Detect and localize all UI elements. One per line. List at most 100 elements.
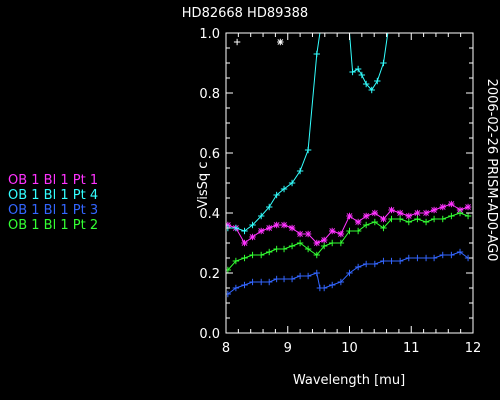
marker-stroke (405, 213, 412, 219)
plus-marker (329, 281, 336, 289)
plus-marker (337, 239, 345, 247)
plus-marker (241, 227, 248, 235)
x-tick-label: 8 (222, 341, 230, 356)
plus-marker (439, 251, 446, 259)
plus-marker (368, 86, 375, 94)
asterisk-marker (288, 224, 296, 232)
plus-marker (296, 272, 304, 280)
plus-marker (232, 257, 240, 265)
plus-marker (405, 218, 412, 226)
plus-marker (273, 275, 280, 283)
plus-marker (226, 290, 232, 298)
marker-stroke (337, 231, 344, 237)
plus-marker (354, 65, 362, 73)
legend-item: OB 1 Bl 1 Pt 3 (8, 203, 98, 218)
asterisk-marker (439, 203, 446, 211)
plus-marker (257, 212, 265, 220)
plus-marker (388, 215, 395, 223)
marker-stroke (305, 231, 312, 237)
axes-layer: 8 9 10 11 12 0.0 0.2 0.4 0.6 0.8 1.0 (199, 27, 481, 356)
marker-stroke (313, 240, 320, 246)
x-tick-label: 10 (341, 341, 358, 356)
plus-marker (371, 260, 379, 268)
plus-marker (273, 245, 280, 253)
asterisk-marker (362, 212, 370, 220)
marker-stroke (355, 219, 362, 225)
plus-marker (266, 248, 273, 256)
marker-stroke (465, 204, 471, 210)
asterisk-marker (371, 209, 379, 217)
y-tick-label: 0.4 (199, 207, 220, 222)
plus-marker (349, 68, 356, 76)
x-tick-label: 9 (284, 341, 292, 356)
marker-stroke (249, 234, 256, 240)
plus-marker (414, 254, 421, 262)
plus-marker (233, 38, 241, 46)
y-tick-label: 0.6 (199, 147, 220, 162)
marker-stroke (414, 210, 421, 216)
plus-marker (320, 284, 328, 292)
plus-marker (388, 257, 395, 265)
plus-marker (422, 218, 430, 226)
plus-marker (232, 284, 240, 292)
plus-marker (226, 266, 232, 274)
plus-marker (266, 278, 273, 286)
plus-marker (439, 215, 446, 223)
marker-stroke (423, 210, 429, 216)
plus-marker (304, 245, 312, 253)
plus-marker (362, 221, 370, 229)
asterisk-marker (249, 233, 256, 241)
plus-marker (257, 278, 265, 286)
plus-marker (380, 224, 387, 232)
marker-stroke (439, 204, 446, 210)
plus-marker (313, 269, 320, 277)
plus-marker (464, 212, 472, 220)
plus-marker (354, 227, 362, 235)
y-tick-label: 0.2 (199, 267, 220, 282)
asterisk-marker (430, 206, 438, 214)
plus-marker (280, 275, 288, 283)
asterisk-marker (329, 227, 336, 235)
plus-marker (296, 239, 304, 247)
plus-marker (288, 275, 296, 283)
plus-marker (358, 71, 366, 79)
plus-marker (430, 215, 438, 223)
plus-marker (456, 248, 464, 256)
plus-marker (273, 191, 280, 199)
plus-marker (266, 203, 273, 211)
plus-marker (346, 227, 353, 235)
plus-marker (304, 146, 312, 154)
x-tick-label: 12 (465, 341, 482, 356)
plus-marker (337, 278, 345, 286)
series-line (227, 33, 389, 232)
marker-stroke (241, 240, 248, 246)
y-tick-label: 0.0 (199, 327, 220, 342)
marker-stroke (397, 210, 404, 216)
asterisk-marker (320, 236, 328, 244)
asterisk-marker (337, 230, 345, 238)
plus-marker (288, 179, 296, 187)
plus-marker (354, 263, 362, 271)
plus-marker (362, 260, 370, 268)
plus-marker (249, 251, 256, 259)
marker-stroke (363, 213, 370, 219)
marker-stroke (371, 210, 378, 216)
plus-marker (362, 80, 370, 88)
marker-stroke (258, 228, 265, 234)
plus-marker (405, 254, 412, 262)
asterisk-marker (273, 221, 280, 229)
legend-item: OB 1 Bl 1 Pt 2 (8, 218, 98, 233)
legend: OB 1 Bl 1 Pt 1 OB 1 Bl 1 Pt 4 OB 1 Bl 1 … (8, 173, 98, 233)
asterisk-marker (313, 239, 320, 247)
plus-marker (346, 269, 353, 277)
asterisk-marker (241, 239, 248, 247)
marker-stroke (346, 213, 353, 219)
y-axis-label: VisSq c (196, 162, 211, 209)
plus-marker (280, 185, 288, 193)
marker-stroke (448, 201, 455, 207)
plus-marker (430, 254, 438, 262)
x-tick-label: 11 (403, 341, 420, 356)
legend-item: OB 1 Bl 1 Pt 1 (8, 173, 98, 188)
asterisk-marker (354, 218, 362, 226)
plus-marker (313, 251, 320, 259)
